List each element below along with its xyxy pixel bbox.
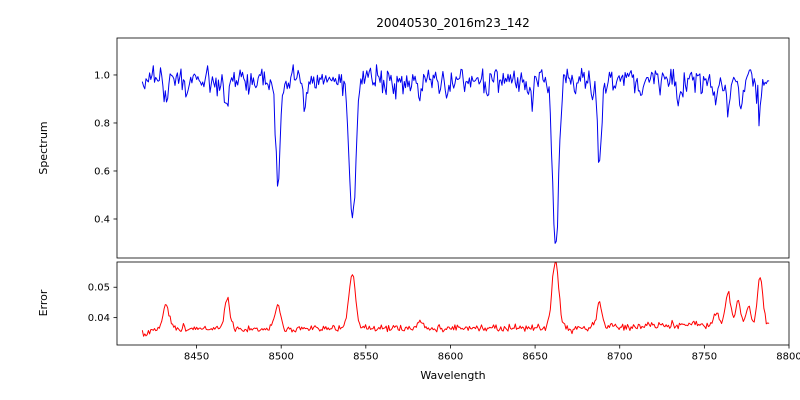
- axis-ticks: 8450 8500 8550 8600 8650 8700 8750 8800 0.4 0.6 0.…: [88, 70, 800, 362]
- y-axis-label-error: Error: [37, 289, 50, 316]
- x-tick-label: 8650: [522, 352, 547, 363]
- y-tick-label: 0.6: [94, 166, 110, 177]
- chart-title: 20040530_2016m23_142: [376, 16, 529, 30]
- y-tick-label: 0.04: [88, 313, 110, 324]
- spectrum-line: [141, 64, 770, 244]
- x-tick-label: 8600: [438, 352, 463, 363]
- y-tick-label: 0.05: [88, 283, 110, 294]
- x-tick-label: 8700: [607, 352, 632, 363]
- x-axis-label: Wavelength: [420, 369, 485, 382]
- x-tick-label: 8750: [692, 352, 717, 363]
- error-panel: [116, 261, 790, 346]
- error-line: [141, 262, 770, 337]
- x-tick-label: 8800: [776, 352, 800, 363]
- y-tick-label: 1.0: [94, 70, 110, 81]
- x-tick-label: 8500: [268, 352, 293, 363]
- x-tick-label: 8450: [184, 352, 209, 363]
- spectrum-panel: [116, 37, 790, 259]
- y-tick-label: 0.8: [94, 118, 110, 129]
- x-tick-label: 8550: [353, 352, 378, 363]
- y-tick-label: 0.4: [94, 214, 110, 225]
- y-axis-label-spectrum: Spectrum: [37, 121, 50, 174]
